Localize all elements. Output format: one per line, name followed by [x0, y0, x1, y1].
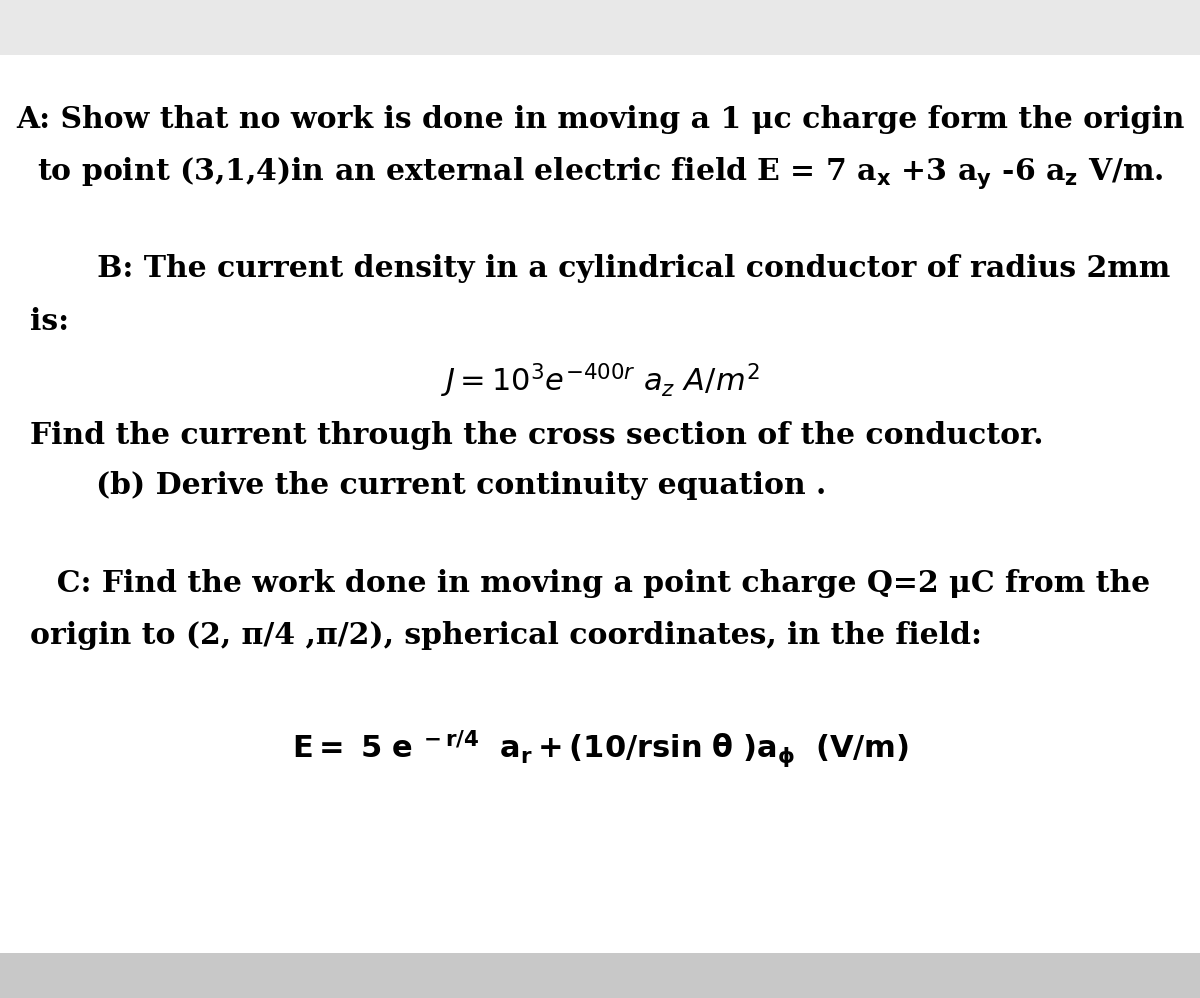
Text: (b) Derive the current continuity equation .: (b) Derive the current continuity equati… — [96, 471, 827, 500]
FancyBboxPatch shape — [0, 953, 1200, 998]
Text: Find the current through the cross section of the conductor.: Find the current through the cross secti… — [30, 421, 1044, 450]
Text: A: Show that no work is done in moving a 1 μc charge form the origin: A: Show that no work is done in moving a… — [16, 105, 1184, 134]
Text: $\mathit{J = 10^3 e^{-400r}\ a_z\ A/m^2}$: $\mathit{J = 10^3 e^{-400r}\ a_z\ A/m^2}… — [440, 361, 760, 400]
Text: C: Find the work done in moving a point charge Q=2 μC from the: C: Find the work done in moving a point … — [36, 569, 1150, 598]
Text: $\mathbf{E=\ 5\ e^{\ -r/4}\ \ a_r + (10/r sin\ \theta\ )a_{\phi}\ \ (V/m)}$: $\mathbf{E=\ 5\ e^{\ -r/4}\ \ a_r + (10/… — [292, 729, 908, 769]
Text: B: The current density in a cylindrical conductor of radius 2mm: B: The current density in a cylindrical … — [66, 254, 1170, 283]
FancyBboxPatch shape — [0, 0, 1200, 55]
Text: is:: is: — [30, 307, 70, 336]
Text: origin to (2, π/4 ,π/2), spherical coordinates, in the field:: origin to (2, π/4 ,π/2), spherical coord… — [30, 621, 982, 650]
Text: to point (3,1,4)in an external electric field E = 7 a$_\mathbf{x}$ +3 a$_\mathbf: to point (3,1,4)in an external electric … — [36, 155, 1164, 191]
